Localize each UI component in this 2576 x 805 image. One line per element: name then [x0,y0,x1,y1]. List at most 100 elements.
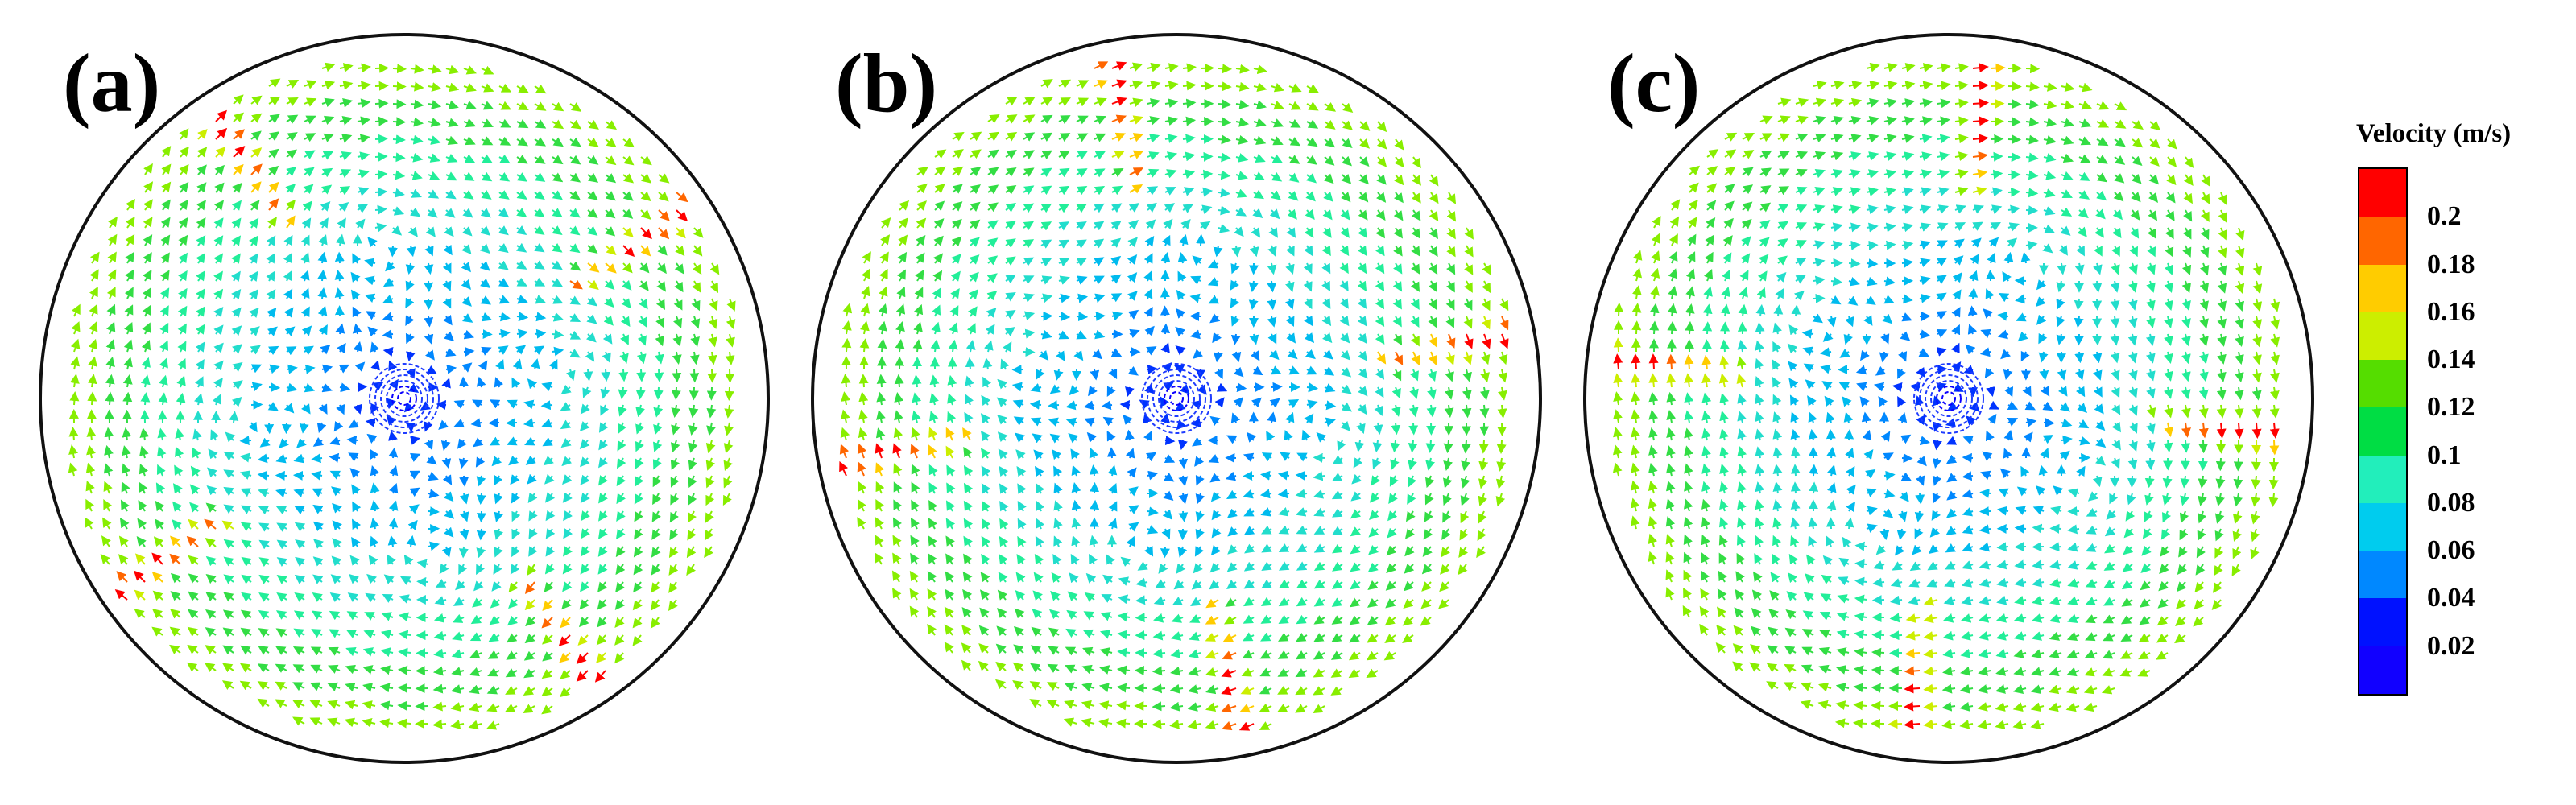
velocity-vector-arrow [2130,209,2140,221]
velocity-vector-arrow [2061,418,2073,428]
velocity-vector-arrow [614,634,625,646]
velocity-vector-arrow [928,499,938,512]
velocity-vector-arrow [1734,607,1744,618]
velocity-vector-arrow [1357,403,1367,415]
velocity-vector-arrow [1854,576,1867,587]
velocity-vector-arrow [2077,402,2088,414]
velocity-vector-arrow [1135,613,1148,623]
velocity-vector-arrow [2112,209,2123,221]
velocity-vector-arrow [534,155,546,164]
velocity-vector-arrow [2059,402,2071,412]
velocity-vector-arrow [945,500,956,512]
velocity-vector-arrow [160,270,170,282]
velocity-vector-arrow [544,473,555,485]
velocity-vector-arrow [258,557,270,568]
velocity-vector-arrow [2181,369,2191,382]
velocity-vector-arrow [622,208,634,219]
velocity-vector-arrow [1801,646,1814,656]
velocity-vector-arrow [1756,287,1766,299]
velocity-vector-arrow [1259,703,1272,712]
central-vortex-ring [1147,369,1206,428]
velocity-vector-arrow [428,489,440,499]
velocity-vector-arrow [999,465,1009,477]
velocity-vector-arrow [2218,209,2227,223]
velocity-vector-arrow [916,183,928,194]
velocity-vector-arrow [1683,534,1693,547]
velocity-vector-arrow [1923,613,1938,624]
velocity-vector-arrow [2095,437,2107,448]
velocity-vector-arrow [2111,421,2121,433]
velocity-vector-arrow [979,607,990,618]
velocity-vector-arrow [2035,485,2046,496]
velocity-vector-arrow [893,463,903,477]
velocity-vector-arrow [494,493,503,505]
velocity-vector-arrow [1666,427,1676,441]
velocity-vector-arrow [876,374,887,388]
velocity-vector-arrow [2031,667,2045,676]
velocity-vector-arrow [1790,411,1800,423]
velocity-vector-arrow [195,341,205,353]
velocity-vector-arrow [1253,189,1264,200]
velocity-vector-arrow [2147,227,2156,239]
velocity-vector-arrow [1777,97,1792,108]
velocity-vector-arrow [1017,535,1027,547]
velocity-vector-arrow [345,664,358,675]
velocity-vector-arrow [892,535,902,547]
velocity-vector-arrow [2015,506,2027,515]
velocity-vector-arrow [1094,221,1105,231]
velocity-vector-arrow [407,226,418,237]
velocity-vector-arrow [1375,262,1385,275]
velocity-vector-arrow [1160,287,1170,299]
velocity-vector-arrow [916,235,926,246]
velocity-vector-arrow [2110,280,2120,293]
velocity-vector-arrow [1261,543,1272,553]
velocity-vector-arrow [1231,245,1242,258]
velocity-vector-arrow [178,287,188,299]
velocity-vector-arrow [688,440,698,453]
velocity-vector-arrow [428,189,440,199]
velocity-vector-arrow [1178,440,1188,451]
velocity-vector-arrow [2067,596,2080,605]
velocity-vector-arrow [1342,120,1354,130]
velocity-vector-arrow [196,288,205,299]
velocity-vector-arrow [1772,394,1782,406]
velocity-vector-arrow [909,588,920,601]
velocity-vector-arrow [1411,351,1420,366]
velocity-vector-arrow [982,357,993,370]
velocity-vector-arrow [530,358,540,370]
velocity-vector-arrow [1153,613,1166,623]
velocity-vector-arrow [1192,255,1203,266]
velocity-vector-arrow [523,704,535,713]
velocity-vector-arrow [1158,563,1168,574]
velocity-vector-arrow [842,303,853,317]
velocity-vector-arrow [1368,527,1379,538]
velocity-vector-arrow [1822,555,1834,566]
velocity-vector-arrow [982,376,992,388]
velocity-vector-arrow [927,606,937,618]
velocity-vector-arrow [541,382,553,391]
velocity-vector-arrow [602,333,613,345]
velocity-vector-arrow [268,181,279,193]
velocity-vector-arrow [635,386,646,400]
velocity-vector-arrow [345,682,358,692]
velocity-vector-arrow [1630,515,1640,530]
velocity-vector-arrow [2067,578,2080,588]
central-vortex-ring [374,369,434,428]
velocity-vector-arrow [1029,681,1042,691]
velocity-vector-arrow [1032,609,1043,619]
velocity-vector-arrow [1188,667,1201,676]
velocity-vector-arrow [85,498,95,512]
velocity-vector-arrow [1235,117,1250,127]
velocity-vector-arrow [339,151,352,161]
velocity-vector-arrow [1127,237,1138,248]
velocity-vector-arrow [640,173,652,184]
velocity-vector-arrow [2049,667,2062,677]
velocity-vector-arrow [2269,386,2280,401]
velocity-vector-arrow [858,374,869,388]
velocity-vector-arrow [1164,116,1178,126]
velocity-vector-arrow [318,234,328,246]
velocity-vector-arrow [722,493,732,506]
velocity-vector-arrow [2121,580,2133,590]
velocity-vector-arrow [1464,227,1474,240]
velocity-vector-arrow [250,181,262,193]
